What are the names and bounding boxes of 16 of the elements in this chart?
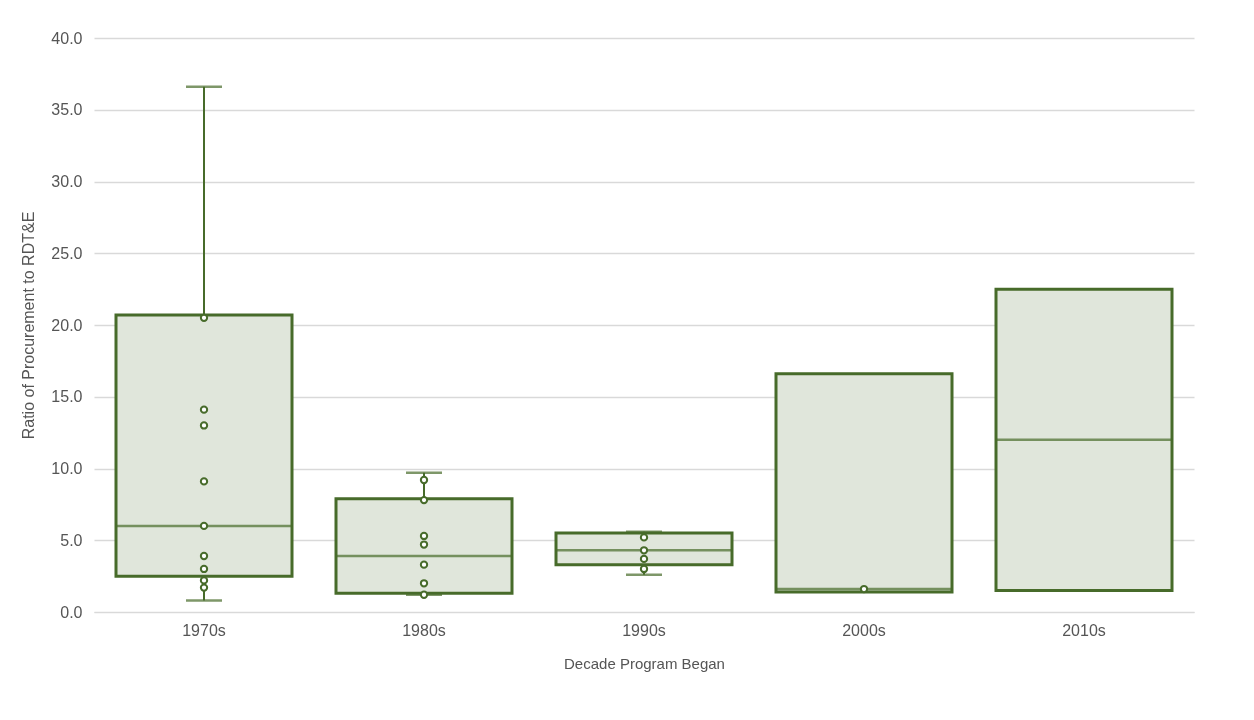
y-tick-label: 15.0	[51, 388, 83, 406]
y-tick-label: 35.0	[51, 101, 83, 119]
y-tick-label: 25.0	[51, 244, 83, 262]
x-tick-label: 2000s	[842, 621, 886, 639]
y-tick-label: 0.0	[60, 603, 83, 621]
y-tick-label: 30.0	[51, 173, 83, 190]
y-tick-label: 20.0	[51, 316, 83, 334]
y-tick-label: 5.0	[60, 531, 83, 549]
x-tick-label: 1980s	[402, 621, 446, 639]
y-tick-label: 10.0	[51, 460, 83, 477]
x-tick-label: 1970s	[182, 621, 226, 639]
y-tick-label: 40.0	[51, 29, 83, 47]
x-tick-label: 1990s	[622, 621, 666, 639]
x-axis-title: Decade Program Began	[564, 654, 725, 672]
y-axis-title: Ratio of Procurement to RDT&E	[20, 211, 38, 440]
x-tick-label: 2010s	[1062, 621, 1106, 639]
